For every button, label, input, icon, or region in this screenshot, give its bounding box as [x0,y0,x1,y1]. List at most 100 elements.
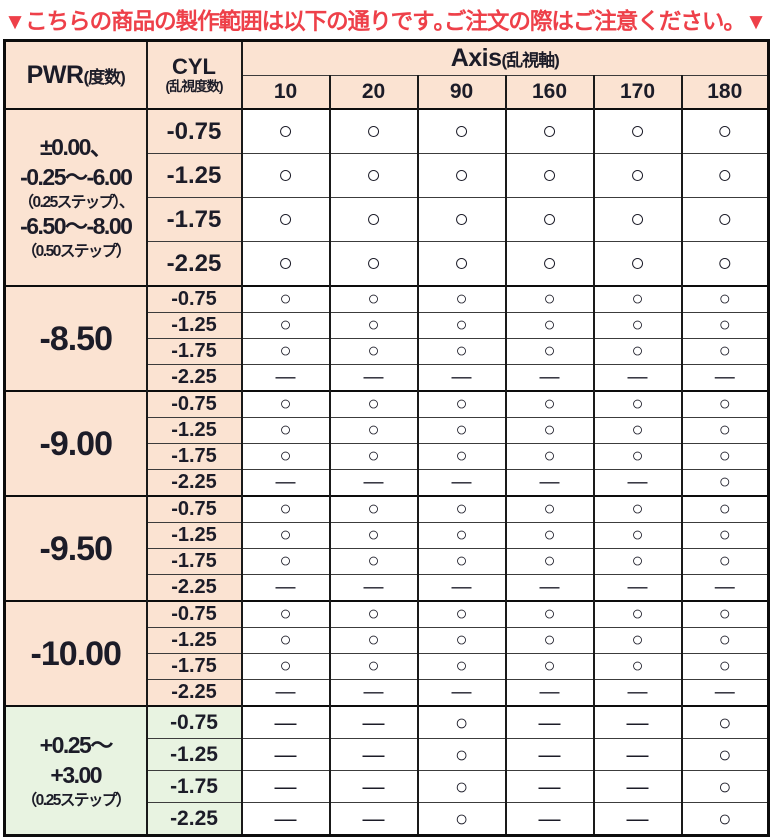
cyl-value-cell: -1.75 [145,197,243,242]
table-row: -1.75 ○ ○ ○ ○ ○ ○ [5,197,770,242]
availability-cell: — [328,705,419,739]
availability-cell: — [240,574,331,602]
table-row: -1.75— — ○ — — ○ [5,770,770,803]
cyl-value-cell: -1.25 [145,627,243,654]
availability-cell: ○ [592,153,683,198]
availability-cell: — [416,679,507,707]
axis-header-sub: (乱視軸) [501,51,560,70]
availability-cell: ○ [416,770,507,803]
availability-cell: ○ [592,338,683,365]
availability-cell: ○ [504,522,595,549]
availability-cell: ○ [592,653,683,680]
availability-cell: — [504,469,595,497]
cyl-value-cell: -1.75 [145,548,243,575]
availability-cell: ○ [240,443,331,470]
availability-cell: ○ [504,443,595,470]
availability-cell: ○ [680,197,770,242]
availability-cell: — [328,574,419,602]
axis-value-header: 10 [240,75,331,110]
pwr-group-cell: ±0.00、 -0.25～-6.00 （0.25ステップ）、 -6.50～-8.00 （… [3,108,148,287]
table-row: -1.25 ○ ○ ○ ○ ○ ○ [5,627,770,654]
cyl-value-cell: -1.25 [145,312,243,339]
availability-cell: ○ [680,285,770,313]
availability-cell: ○ [592,241,683,287]
availability-cell: ○ [504,390,595,418]
availability-cell: — [240,364,331,392]
availability-cell: ○ [328,153,419,198]
table-row: -1.25 ○ ○ ○ ○ ○ ○ [5,153,770,198]
availability-cell: ○ [416,241,507,287]
availability-cell: ○ [416,802,507,836]
availability-cell: ○ [680,443,770,470]
availability-cell: — [592,705,683,739]
availability-cell: ○ [592,390,683,418]
table-row: -1.75 ○ ○ ○ ○ ○ ○ [5,548,770,575]
table-row: -1.25 ○ ○ ○ ○ ○ ○ [5,522,770,549]
table-row: -1.25— — ○ — — ○ [5,738,770,771]
cyl-value-cell: -1.75 [145,338,243,365]
availability-cell: ○ [240,338,331,365]
availability-cell: ○ [680,522,770,549]
availability-cell: ○ [680,738,770,771]
availability-cell: ○ [328,312,419,339]
availability-cell: — [416,469,507,497]
availability-cell: — [592,679,683,707]
availability-cell: ○ [416,197,507,242]
availability-cell: ○ [328,443,419,470]
availability-cell: ○ [592,108,683,154]
availability-cell: — [680,364,770,392]
availability-cell: ○ [680,153,770,198]
availability-cell: ○ [504,653,595,680]
availability-cell: ○ [680,770,770,803]
cyl-value-cell: -1.75 [145,653,243,680]
availability-cell: ○ [416,600,507,628]
availability-cell: — [592,574,683,602]
availability-cell: — [504,679,595,707]
table-row: -1.75 ○ ○ ○ ○ ○ ○ [5,338,770,365]
availability-cell: ○ [680,469,770,497]
availability-cell: ○ [504,600,595,628]
availability-cell: ○ [680,390,770,418]
table-row: -8.50 -0.75 ○ ○ ○ ○ ○ ○ [3,285,770,392]
availability-cell: — [680,574,770,602]
availability-cell: ○ [328,390,419,418]
availability-cell: ○ [240,417,331,444]
pwr-label-line: ±0.00、 [40,134,113,161]
availability-cell: ○ [504,495,595,523]
pwr-group-cell: +0.25～ +3.00 （0.25ステップ） [3,705,148,836]
availability-cell: ○ [328,548,419,575]
table-row: -2.25— — — — — — [5,679,770,707]
availability-cell: — [240,770,331,803]
availability-cell: ○ [240,627,331,654]
cyl-value-cell: -1.25 [145,522,243,549]
cyl-value-cell: -2.25 [145,574,243,602]
availability-cell: ○ [504,108,595,154]
axis-value-header: 90 [416,75,507,110]
cyl-value-cell: -1.25 [145,738,243,771]
availability-cell: ○ [416,108,507,154]
availability-cell: ○ [240,522,331,549]
pwr-label-line: +0.25～ [39,731,114,758]
table-row: -2.25 ○ ○ ○ ○ ○ ○ [5,241,770,287]
availability-cell: ○ [504,197,595,242]
availability-cell: ○ [592,548,683,575]
availability-cell: ○ [240,312,331,339]
cyl-value-cell: -0.75 [145,390,243,418]
availability-cell: ○ [504,312,595,339]
availability-cell: — [240,802,331,836]
availability-cell: — [592,770,683,803]
availability-cell: ○ [328,417,419,444]
availability-cell: — [592,364,683,392]
cyl-value-cell: -2.25 [145,679,243,707]
availability-cell: ○ [592,285,683,313]
availability-cell: ○ [328,600,419,628]
table-row: -1.25 ○ ○ ○ ○ ○ ○ [5,417,770,444]
cyl-value-cell: -1.25 [145,417,243,444]
page-title: ▼こちらの商品の製作範囲は以下の通りです｡ご注文の際はご注意ください。▼ [3,8,767,34]
table-row: -10.00 -0.75 ○ ○ ○ ○ ○ ○ [3,600,770,707]
availability-cell: ○ [592,417,683,444]
availability-cell: — [504,802,595,836]
availability-cell: ○ [416,738,507,771]
table-row: -2.25— — — — — ○ [5,469,770,497]
availability-cell: ○ [416,312,507,339]
